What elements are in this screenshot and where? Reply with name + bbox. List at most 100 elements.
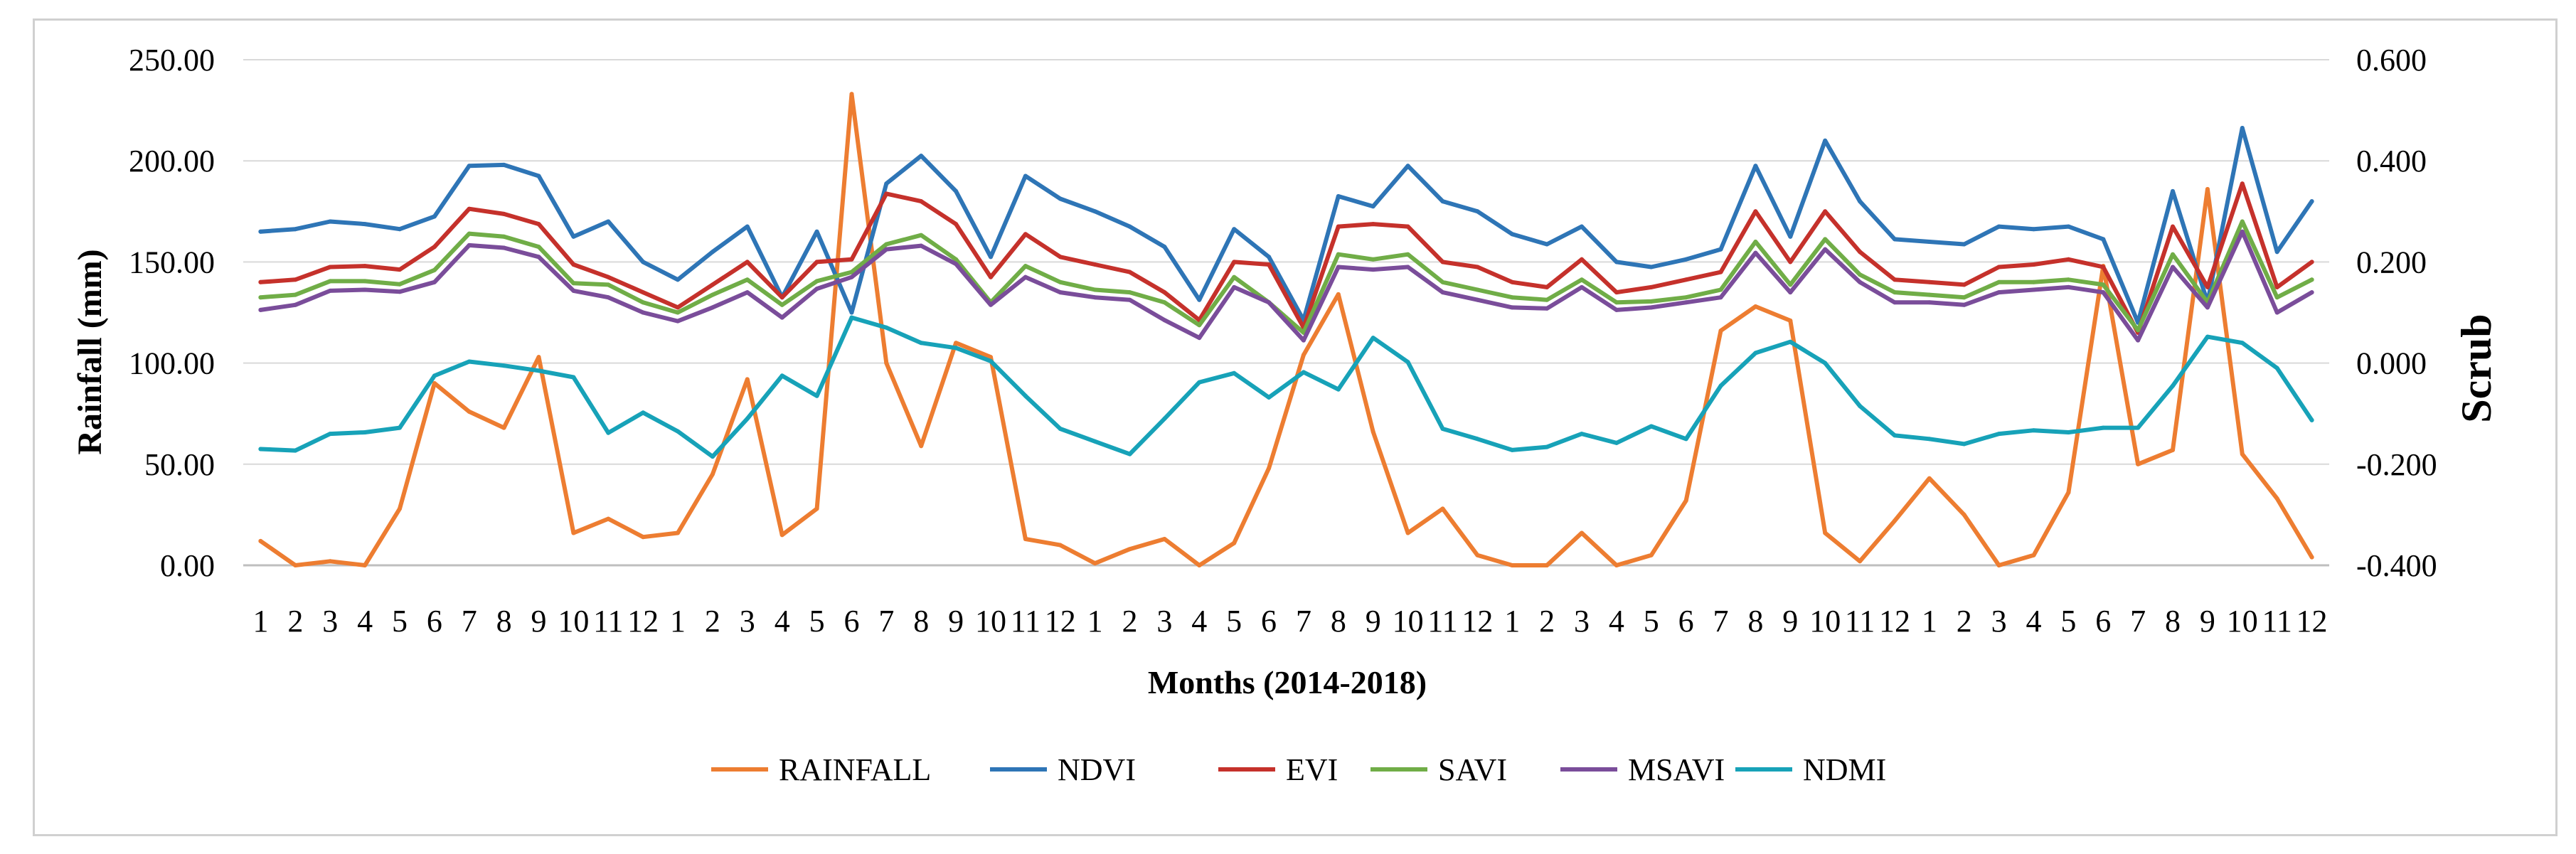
x-tick-label: 12: [1879, 604, 1910, 639]
data-point-evi: [1092, 262, 1097, 267]
data-point-evi: [1475, 265, 1480, 269]
data-point-ndmi: [606, 430, 611, 435]
series-line-evi: [258, 181, 2314, 335]
data-point-evi: [676, 305, 680, 310]
x-tick-label: 7: [1296, 604, 1311, 639]
data-point-evi: [606, 274, 611, 279]
data-point-evi: [2101, 265, 2106, 269]
data-point-rainfall: [1023, 537, 1028, 541]
data-point-ndvi: [1267, 255, 1272, 260]
data-point-msavi: [2066, 284, 2071, 289]
data-point-ndvi: [1788, 234, 1793, 239]
data-point-msavi: [2309, 290, 2314, 295]
data-point-msavi: [710, 305, 715, 310]
data-point-msavi: [536, 255, 541, 260]
data-point-ndmi: [1475, 437, 1480, 442]
data-point-rainfall: [293, 563, 298, 567]
data-point-evi: [536, 222, 541, 227]
data-point-savi: [814, 279, 819, 284]
data-point-msavi: [1197, 336, 1202, 341]
data-point-evi: [2274, 284, 2279, 289]
data-point-ndvi: [1475, 209, 1480, 214]
data-point-ndvi: [1927, 240, 1932, 244]
data-point-savi: [2171, 252, 2175, 257]
data-point-rainfall: [1267, 466, 1272, 471]
data-point-savi: [571, 281, 576, 286]
data-point-savi: [363, 279, 368, 284]
data-point-ndmi: [2031, 428, 2036, 433]
x-tick-label: 9: [1366, 604, 1381, 639]
data-point-ndvi: [710, 250, 715, 255]
data-point-ndmi: [432, 373, 437, 378]
data-point-savi: [1405, 252, 1410, 257]
x-tick-label: 1: [1087, 604, 1103, 639]
x-tick-label: 8: [2165, 604, 2181, 639]
x-tick-label: 10: [1393, 604, 1424, 639]
data-point-msavi: [1092, 295, 1097, 300]
data-point-ndvi: [2066, 224, 2071, 229]
data-point-evi: [1649, 284, 1654, 289]
data-point-rainfall: [884, 361, 889, 365]
data-point-rainfall: [1962, 512, 1966, 517]
data-point-ndvi: [2309, 199, 2314, 204]
x-tick-label: 1: [1504, 604, 1520, 639]
data-point-savi: [1788, 282, 1793, 287]
data-point-savi: [1614, 300, 1619, 305]
data-point-ndmi: [814, 393, 819, 398]
data-point-msavi: [1683, 300, 1688, 305]
data-point-msavi: [432, 279, 437, 284]
data-point-rainfall: [849, 92, 854, 97]
data-point-savi: [919, 233, 924, 237]
data-point-msavi: [1580, 284, 1584, 289]
data-point-rainfall: [814, 506, 819, 511]
legend-label-ndvi: NDVI: [1058, 752, 1136, 787]
x-tick-label: 12: [1045, 604, 1076, 639]
series-line-ndvi: [258, 126, 2314, 325]
data-point-ndmi: [1649, 424, 1654, 429]
x-tick-label: 1: [1922, 604, 1937, 639]
data-point-evi: [1510, 279, 1515, 284]
y-tick-label-left: 50.00: [144, 447, 215, 482]
x-tick-label: 4: [775, 604, 790, 639]
x-tick-label: 2: [1539, 604, 1555, 639]
data-point-rainfall: [1162, 537, 1167, 541]
data-point-evi: [919, 199, 924, 204]
data-point-ndvi: [1823, 138, 1828, 143]
data-point-ndvi: [1580, 224, 1584, 229]
data-point-ndmi: [710, 454, 715, 459]
data-point-msavi: [1962, 302, 1966, 307]
x-tick-label: 3: [1991, 604, 2007, 639]
data-point-ndvi: [432, 214, 437, 219]
data-point-savi: [1649, 299, 1654, 304]
data-point-msavi: [1893, 300, 1897, 305]
data-point-msavi: [779, 315, 784, 320]
data-point-evi: [1996, 265, 2001, 269]
data-point-ndmi: [1092, 439, 1097, 444]
x-tick-label: 2: [1957, 604, 1972, 639]
data-point-ndmi: [1405, 360, 1410, 365]
data-point-ndmi: [293, 448, 298, 453]
data-point-evi: [1440, 260, 1445, 265]
data-point-ndvi: [1405, 164, 1410, 169]
data-point-ndvi: [1893, 237, 1897, 242]
data-point-rainfall: [1127, 547, 1132, 552]
data-point-savi: [641, 300, 646, 305]
data-point-rainfall: [571, 530, 576, 535]
data-point-msavi: [2101, 290, 2106, 295]
data-point-ndmi: [501, 363, 506, 368]
data-point-savi: [1927, 292, 1932, 297]
x-tick-label: 11: [1011, 604, 1040, 639]
data-point-ndmi: [884, 325, 889, 330]
data-point-evi: [1614, 290, 1619, 295]
data-point-ndvi: [2274, 250, 2279, 255]
data-point-evi: [1858, 250, 1863, 255]
data-point-ndvi: [1510, 232, 1515, 237]
data-point-ndmi: [1162, 416, 1167, 421]
data-point-ndvi: [1023, 174, 1028, 178]
data-point-msavi: [1718, 295, 1723, 300]
data-point-evi: [1127, 269, 1132, 274]
y-axis-title-right: Scrub: [2453, 314, 2500, 422]
data-point-rainfall: [1371, 429, 1375, 434]
legend-label-savi: SAVI: [1438, 752, 1507, 787]
data-point-savi: [1996, 279, 2001, 284]
